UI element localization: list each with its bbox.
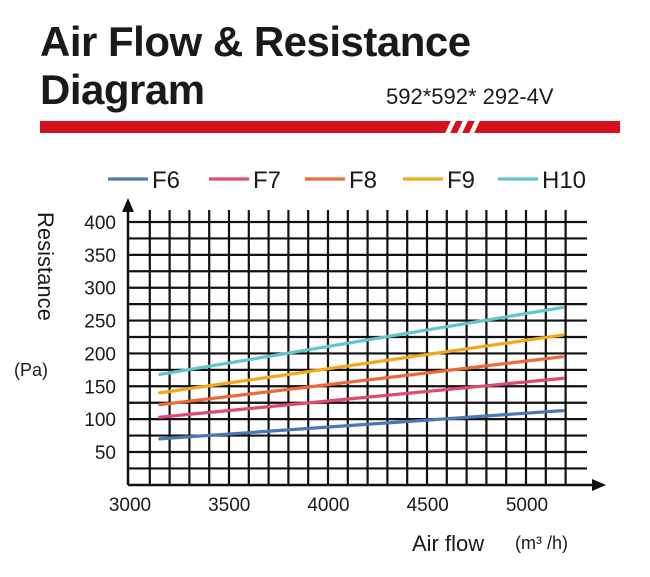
x-tick-label: 3500 xyxy=(208,495,250,516)
model-number: 592*592* 292-4V xyxy=(386,84,554,109)
series-line-f7 xyxy=(158,376,565,419)
title-line-1: Air Flow & Resistance xyxy=(40,18,471,65)
series-line-f8 xyxy=(158,355,565,407)
legend-label-f7: F7 xyxy=(253,167,281,194)
axes xyxy=(122,198,606,491)
y-axis-arrow xyxy=(122,198,134,212)
x-tick-label: 3000 xyxy=(109,495,151,516)
y-tick-label: 100 xyxy=(84,410,116,431)
x-axis-unit: (m³ /h) xyxy=(515,533,568,553)
series-line-h10 xyxy=(158,305,565,377)
legend: F6 F7 F8 F9 H10 xyxy=(108,167,586,194)
y-axis-label: Resistance xyxy=(33,212,58,321)
y-tick-label: 400 xyxy=(84,213,116,234)
legend-label-f6: F6 xyxy=(152,167,180,194)
legend-label-f8: F8 xyxy=(349,167,377,194)
title-line-2: Diagram xyxy=(40,66,205,113)
grid xyxy=(128,210,587,485)
y-axis-unit: (Pa) xyxy=(14,360,48,380)
y-tick-label: 200 xyxy=(84,344,116,365)
legend-label-h10: H10 xyxy=(542,167,586,194)
tick-labels: 50 100 150 200 250 300 350 400 3000 3500 4000 4500 5… xyxy=(84,213,548,516)
x-axis-arrow xyxy=(592,479,606,491)
x-axis-label: Air flow xyxy=(412,531,484,556)
x-tick-label: 5000 xyxy=(506,495,548,516)
legend-label-f9: F9 xyxy=(447,167,475,194)
y-tick-label: 250 xyxy=(84,312,116,333)
y-tick-label: 50 xyxy=(95,443,116,464)
series-lines xyxy=(158,305,565,441)
y-tick-label: 350 xyxy=(84,246,116,267)
chart-title: Air Flow & Resistance Diagram xyxy=(40,18,471,114)
y-tick-label: 150 xyxy=(84,377,116,398)
series-line-f9 xyxy=(158,333,565,395)
series-line-f6 xyxy=(158,409,565,441)
x-tick-label: 4500 xyxy=(407,495,449,516)
y-tick-label: 300 xyxy=(84,279,116,300)
x-tick-label: 4000 xyxy=(307,495,349,516)
